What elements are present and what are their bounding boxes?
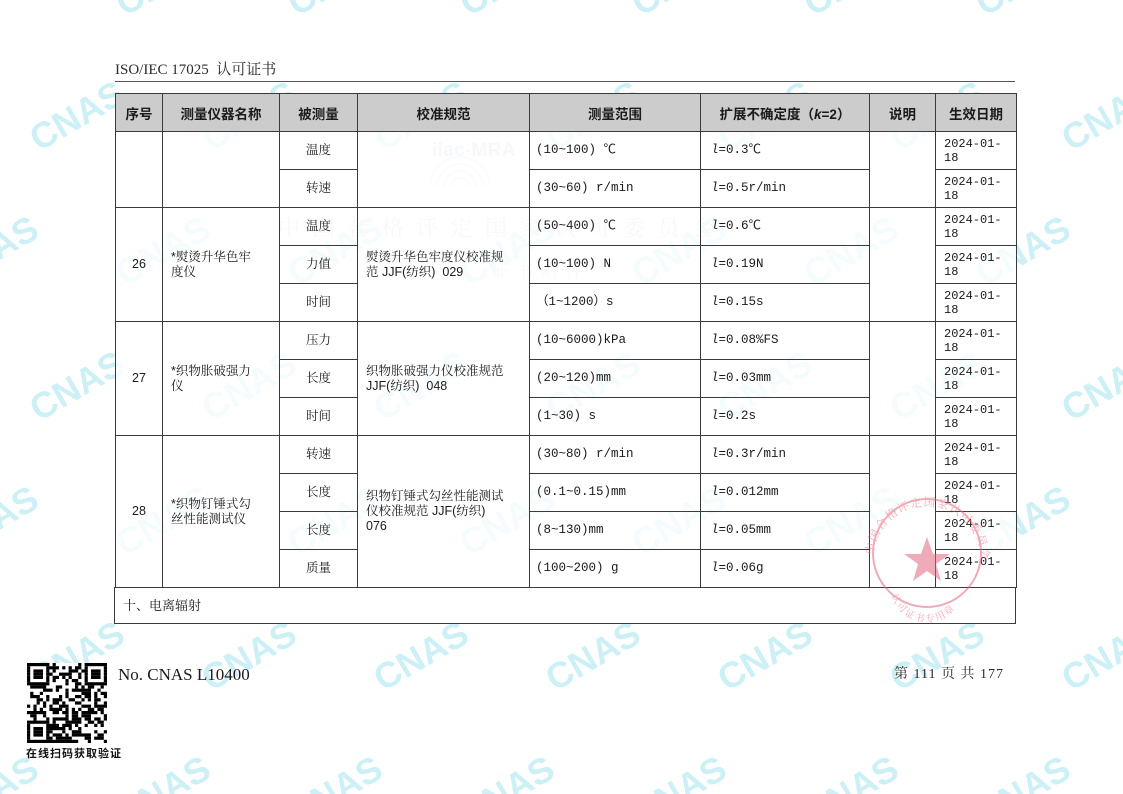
svg-text:认可证书专用章: 认可证书专用章 [888, 590, 958, 625]
